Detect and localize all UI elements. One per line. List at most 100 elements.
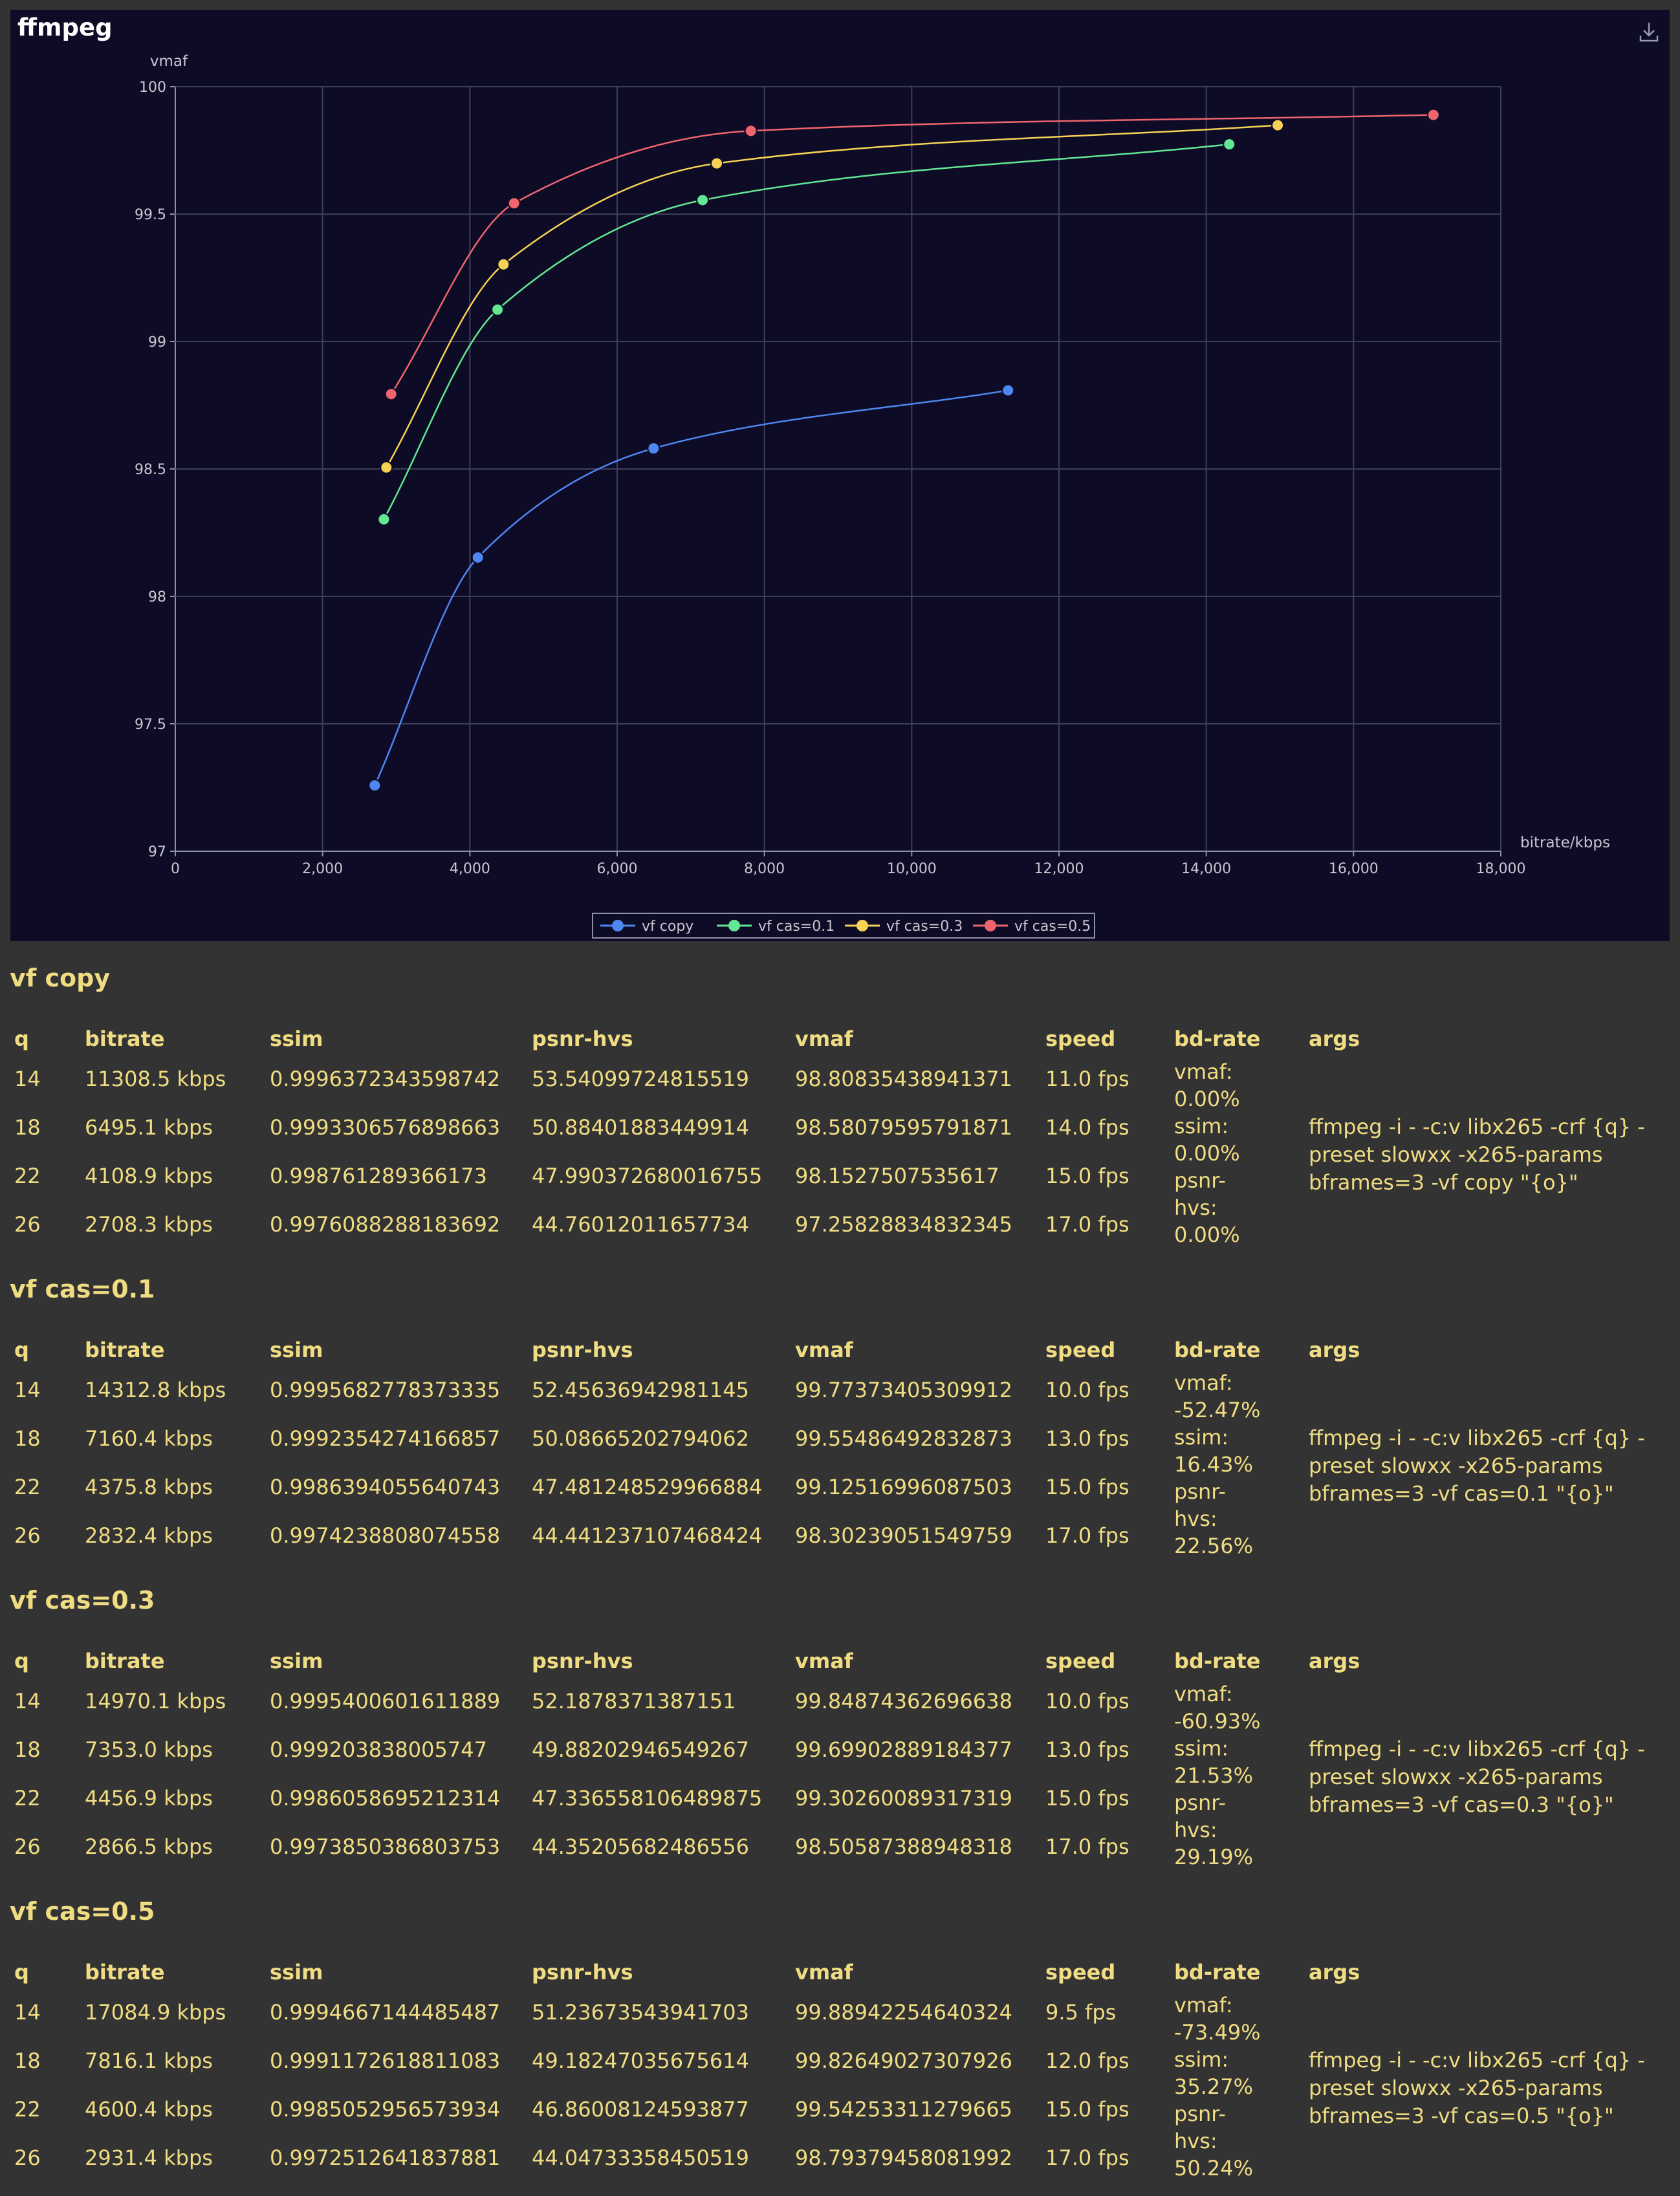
- table-cell: 98.30239051549759: [795, 1523, 1012, 1548]
- result-section: vf copy q bitrate ssim psnr-hvs vmaf speed bd-r…: [0, 964, 1680, 1261]
- legend-swatch-dot: [856, 920, 868, 931]
- download-icon[interactable]: [1636, 19, 1662, 45]
- table-cell: 52.1878371387151: [532, 1689, 736, 1713]
- legend-box: [592, 913, 1095, 939]
- table-cell: 14.0 fps: [1045, 1115, 1129, 1140]
- table-cell: 99.84874362696638: [795, 1689, 1012, 1713]
- table-cell: 99.69902889184377: [795, 1737, 1012, 1762]
- panel-title: ffmpeg: [17, 14, 113, 41]
- table-cell: 44.35205682486556: [532, 1834, 749, 1859]
- series-line: [390, 114, 1434, 395]
- table-cell: 98.80835438941371: [795, 1067, 1012, 1091]
- table-cell: 18: [14, 1426, 41, 1451]
- table-cell: 99.12516996087503: [795, 1475, 1012, 1499]
- table-cell: 44.04733358450519: [532, 2146, 749, 2170]
- table-cell: 17.0 fps: [1045, 1523, 1129, 1548]
- y-tick-label: 97.5: [135, 717, 166, 733]
- section-title: vf cas=0.1: [10, 1275, 155, 1303]
- x-tick-label: 8,000: [744, 861, 785, 877]
- column-header-vmaf: vmaf: [795, 1027, 853, 1051]
- x-tick-label: 16,000: [1329, 861, 1379, 877]
- vmaf-vs-bitrate-chart: 0 2,000 4,000 6,000 8,000 10,000 12,000 14,000 1…: [135, 53, 1610, 939]
- legend-label: vf cas=0.5: [1014, 919, 1091, 935]
- table-cell: 98.50587388948318: [795, 1834, 1012, 1859]
- table-cell: 0.998761289366173: [270, 1164, 487, 1188]
- column-header-bitrate: bitrate: [85, 1649, 165, 1673]
- column-header-q: q: [14, 1649, 29, 1673]
- column-header-q: q: [14, 1027, 29, 1051]
- column-header-ssim: ssim: [270, 1027, 323, 1051]
- legend-swatch-dot: [985, 920, 996, 931]
- column-header-vmaf: vmaf: [795, 1338, 853, 1362]
- data-point: [380, 461, 393, 474]
- x-tick-label: 18,000: [1476, 861, 1526, 877]
- column-header-bd-rate: bd-rate: [1174, 1649, 1261, 1673]
- table-cell: 0.9986058695212314: [270, 1786, 501, 1810]
- data-point: [1223, 138, 1236, 151]
- table-cell: 44.76012011657734: [532, 1212, 749, 1237]
- table-cell: 97.25828834832345: [795, 1212, 1012, 1237]
- table-cell: 99.77373405309912: [795, 1378, 1012, 1402]
- table-cell: 15.0 fps: [1045, 1786, 1129, 1810]
- column-header-bitrate: bitrate: [85, 1027, 165, 1051]
- column-header-ssim: ssim: [270, 1338, 323, 1362]
- table-cell: 15.0 fps: [1045, 1164, 1129, 1188]
- table-cell: 44.441237107468424: [532, 1523, 763, 1548]
- table-cell: 11.0 fps: [1045, 1067, 1129, 1091]
- table-cell: 18: [14, 1115, 41, 1140]
- data-point: [491, 303, 505, 316]
- data-point: [471, 550, 485, 564]
- bd-rate-value: vmaf: 0.00% ssim: 0.00% psnr- hvs: 0.00%: [1174, 1060, 1240, 1247]
- table-cell: 0.9991172618811083: [270, 2049, 501, 2073]
- table-cell: 0.9996372343598742: [270, 1067, 501, 1091]
- table-cell: 47.336558106489875: [532, 1786, 763, 1810]
- table-cell: 15.0 fps: [1045, 1475, 1129, 1499]
- ffmpeg-args: ffmpeg -i - -c:v libx265 -crf {q} -prese…: [1309, 2048, 1645, 2128]
- table-cell: 26: [14, 1212, 41, 1237]
- table-cell: 26: [14, 2146, 41, 2170]
- table-cell: 10.0 fps: [1045, 1378, 1129, 1402]
- table-cell: 7160.4 kbps: [85, 1426, 213, 1451]
- table-cell: 0.9976088288183692: [270, 1212, 501, 1237]
- y-tick-label: 100: [139, 80, 166, 96]
- table-cell: 18: [14, 2049, 41, 2073]
- column-header-ssim: ssim: [270, 1649, 323, 1673]
- table-cell: 10.0 fps: [1045, 1689, 1129, 1713]
- table-cell: 26: [14, 1523, 41, 1548]
- table-cell: 0.9994667144485487: [270, 2000, 501, 2025]
- data-point: [507, 197, 521, 210]
- series-line: [374, 389, 1009, 786]
- table-cell: 13.0 fps: [1045, 1426, 1129, 1451]
- table-cell: 47.990372680016755: [532, 1164, 763, 1188]
- x-tick-label: 10,000: [887, 861, 937, 877]
- chart-panel: ffmpeg 0 2,000 4,000 6,000 8,000 10,000 12,000…: [10, 10, 1670, 941]
- table-cell: 0.9985052956573934: [270, 2097, 501, 2122]
- table-cell: 0.9993306576898663: [270, 1115, 501, 1140]
- series-line: [386, 124, 1278, 468]
- y-tick-label: 97: [148, 844, 166, 860]
- table-cell: 99.55486492832873: [795, 1426, 1012, 1451]
- table-cell: 17.0 fps: [1045, 1212, 1129, 1237]
- column-header-vmaf: vmaf: [795, 1649, 853, 1673]
- x-tick-label: 14,000: [1181, 861, 1231, 877]
- x-axis-label: bitrate/kbps: [1520, 834, 1610, 851]
- table-cell: 0.9973850386803753: [270, 1834, 501, 1859]
- table-cell: 50.08665202794062: [532, 1426, 749, 1451]
- y-tick-label: 99: [148, 334, 166, 351]
- column-header-psnr-hvs: psnr-hvs: [532, 1027, 633, 1051]
- table-cell: 49.18247035675614: [532, 2049, 749, 2073]
- legend-swatch-dot: [728, 920, 740, 931]
- table-cell: 4375.8 kbps: [85, 1475, 213, 1499]
- column-header-speed: speed: [1045, 1338, 1116, 1362]
- column-header-bd-rate: bd-rate: [1174, 1338, 1261, 1362]
- y-tick-label: 98: [148, 589, 166, 605]
- table-cell: 2708.3 kbps: [85, 1212, 213, 1237]
- column-header-bitrate: bitrate: [85, 1960, 165, 1984]
- column-header-bitrate: bitrate: [85, 1338, 165, 1362]
- table-cell: 99.30260089317319: [795, 1786, 1012, 1810]
- table-cell: 2832.4 kbps: [85, 1523, 213, 1548]
- column-header-args: args: [1309, 1649, 1360, 1673]
- legend-label: vf cas=0.3: [886, 919, 963, 935]
- table-cell: 17.0 fps: [1045, 2146, 1129, 2170]
- data-point: [1001, 384, 1015, 397]
